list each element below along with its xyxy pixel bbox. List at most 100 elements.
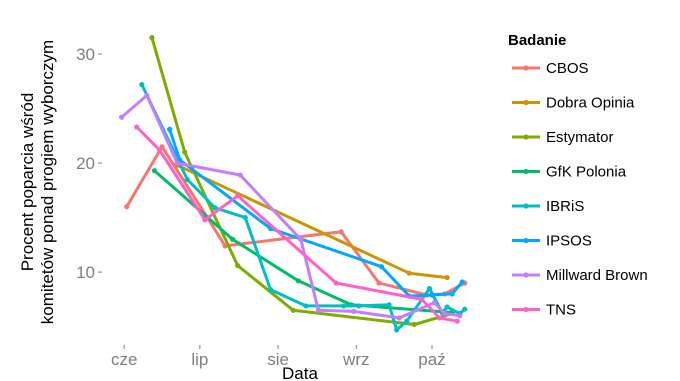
legend-label: GfK Polonia bbox=[546, 164, 627, 181]
legend-label: Dobra Opinia bbox=[546, 95, 635, 112]
data-point bbox=[156, 147, 163, 153]
data-point bbox=[184, 176, 190, 183]
data-point bbox=[119, 114, 125, 120]
x-axis-ticks: cze lip sie wrz paź bbox=[111, 345, 446, 369]
data-point bbox=[166, 126, 173, 132]
data-point bbox=[230, 236, 236, 242]
data-point bbox=[134, 124, 140, 130]
series-line bbox=[168, 127, 464, 298]
legend-item: TNS bbox=[512, 302, 576, 319]
y-axis-title-line-1: Procent poparcia wśród bbox=[18, 93, 37, 272]
data-point bbox=[376, 280, 382, 286]
legend-label: Estymator bbox=[546, 129, 614, 146]
data-point bbox=[462, 306, 468, 312]
data-point bbox=[378, 264, 385, 270]
legend-item: IPSOS bbox=[512, 233, 592, 250]
legend-key-point bbox=[523, 306, 529, 313]
x-tick-label: cze bbox=[111, 350, 137, 369]
data-point bbox=[144, 92, 150, 99]
data-point bbox=[290, 307, 296, 313]
data-point bbox=[212, 205, 218, 211]
x-tick-label: lip bbox=[191, 350, 208, 369]
legend-key-point bbox=[523, 134, 529, 140]
data-point bbox=[124, 204, 130, 210]
legend-key-point bbox=[523, 168, 529, 175]
data-point bbox=[444, 304, 450, 310]
legend-item: IBRiS bbox=[512, 198, 584, 215]
data-point bbox=[404, 318, 410, 324]
legend-label: TNS bbox=[546, 302, 576, 319]
data-point bbox=[431, 300, 438, 306]
legend-item: Millward Brown bbox=[512, 267, 648, 284]
x-tick-label: paź bbox=[418, 350, 445, 369]
data-point bbox=[182, 149, 188, 155]
data-point bbox=[295, 278, 301, 284]
data-point bbox=[149, 35, 155, 41]
data-point bbox=[394, 327, 400, 333]
y-tick-label: 30 bbox=[76, 45, 95, 64]
legend-item: CBOS bbox=[512, 60, 589, 77]
data-point bbox=[315, 307, 322, 313]
data-point bbox=[454, 318, 460, 324]
x-tick-label: sie bbox=[267, 350, 289, 369]
data-point bbox=[338, 229, 344, 235]
legend-key-point bbox=[523, 65, 529, 71]
data-point bbox=[341, 303, 347, 309]
data-point bbox=[235, 193, 241, 199]
data-point bbox=[457, 313, 463, 319]
data-point bbox=[303, 303, 309, 309]
data-point bbox=[441, 310, 448, 317]
legend-label: IPSOS bbox=[546, 233, 592, 250]
data-point bbox=[174, 160, 180, 166]
legend-label: CBOS bbox=[546, 60, 589, 77]
legend-item: GfK Polonia bbox=[512, 164, 627, 181]
data-point bbox=[396, 315, 402, 321]
y-axis-title-line-2: komitetów ponad progiem wyborczym bbox=[38, 40, 57, 324]
data-point bbox=[426, 285, 433, 292]
legend-label: IBRiS bbox=[546, 198, 584, 215]
series-line bbox=[150, 36, 454, 326]
legend-item: Dobra Opinia bbox=[512, 95, 635, 112]
legend-key-point bbox=[523, 203, 529, 209]
data-point bbox=[267, 286, 274, 293]
data-point bbox=[411, 321, 417, 328]
data-point bbox=[429, 292, 435, 298]
legend-key-point bbox=[523, 237, 529, 244]
series-tns bbox=[134, 124, 460, 324]
series-line bbox=[135, 125, 459, 323]
legend-label: Millward Brown bbox=[546, 267, 648, 284]
series-layer bbox=[119, 35, 468, 333]
legend-key-point bbox=[523, 99, 529, 106]
data-point bbox=[235, 262, 241, 269]
data-point bbox=[449, 291, 455, 297]
data-point bbox=[356, 303, 362, 309]
x-axis-title: Data bbox=[282, 364, 318, 381]
series-line bbox=[120, 93, 462, 320]
data-point bbox=[444, 274, 450, 281]
data-point bbox=[351, 308, 357, 314]
data-point bbox=[151, 168, 158, 174]
legend: Badanie CBOS Dobra Opinia Estymator GfK Pol… bbox=[508, 32, 648, 319]
series-line bbox=[140, 83, 467, 332]
data-point bbox=[419, 296, 425, 302]
data-point bbox=[202, 217, 208, 223]
y-tick-label: 20 bbox=[76, 154, 95, 173]
data-point bbox=[386, 302, 392, 308]
legend-item: Estymator bbox=[512, 129, 614, 146]
data-point bbox=[242, 214, 248, 221]
data-point bbox=[459, 279, 465, 285]
series-millward-brown bbox=[119, 92, 463, 321]
y-axis-ticks: 10 20 30 bbox=[76, 45, 102, 282]
legend-key-point bbox=[523, 272, 529, 278]
legend-title: Badanie bbox=[508, 32, 566, 49]
data-point bbox=[333, 280, 339, 286]
data-point bbox=[298, 236, 304, 242]
x-tick-label: wrz bbox=[342, 350, 369, 369]
data-point bbox=[436, 315, 443, 321]
data-point bbox=[139, 81, 145, 88]
y-tick-label: 10 bbox=[76, 263, 95, 282]
series-gfk-polonia bbox=[151, 168, 455, 316]
data-point bbox=[406, 270, 412, 276]
data-point bbox=[237, 172, 243, 178]
